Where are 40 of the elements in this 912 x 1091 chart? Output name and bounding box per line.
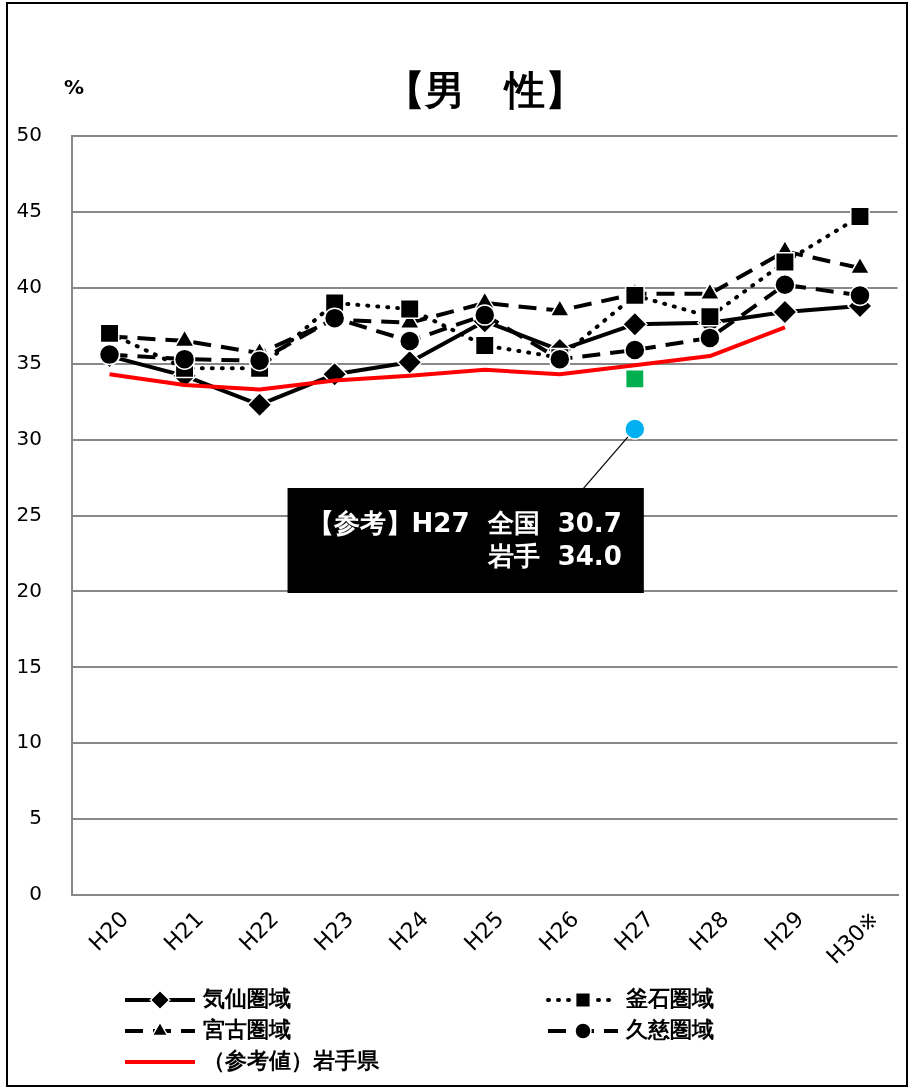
point — [699, 327, 721, 349]
point — [772, 299, 798, 325]
point — [849, 284, 871, 307]
y-tick-label: 20 — [16, 577, 42, 602]
legend-label: 気仙圏域 — [202, 985, 291, 1011]
point — [774, 274, 796, 296]
point — [398, 330, 421, 352]
point — [399, 299, 420, 319]
legend-label: 久慈圏域 — [625, 1016, 714, 1042]
annotation: 【参考】H27 全国 30.7 岩手 34.0 — [307, 507, 622, 571]
y-tick-label: 5 — [29, 805, 42, 830]
point — [246, 391, 273, 418]
point — [396, 349, 423, 375]
point — [699, 306, 720, 327]
y-tick-label: 30 — [16, 425, 42, 450]
point — [474, 304, 496, 326]
point — [173, 348, 196, 370]
point — [248, 349, 271, 372]
y-axis-title: % — [64, 75, 85, 100]
y-tick-label: 10 — [16, 729, 42, 754]
y-tick-label: 40 — [16, 274, 42, 298]
y-tick-label: 45 — [16, 198, 42, 223]
chart-title: 【男 性】 — [384, 67, 585, 114]
legend-label: 釜石圏域 — [625, 985, 714, 1011]
point — [850, 206, 870, 227]
point — [774, 252, 795, 272]
y-tick-label: 0 — [29, 881, 42, 906]
y-tick-label: 35 — [16, 349, 42, 374]
point — [98, 343, 121, 366]
point — [622, 311, 648, 337]
point — [624, 368, 645, 389]
legend-label: 宮古圏域 — [203, 1016, 291, 1042]
y-tick-label: 25 — [16, 501, 42, 526]
legend-label: （参考値）岩手県 — [203, 1047, 380, 1073]
y-tick-label: 15 — [16, 653, 42, 678]
point — [624, 285, 645, 306]
point — [474, 335, 495, 356]
point — [624, 418, 646, 440]
y-tick-label: 50 — [16, 122, 42, 147]
point — [624, 339, 646, 361]
